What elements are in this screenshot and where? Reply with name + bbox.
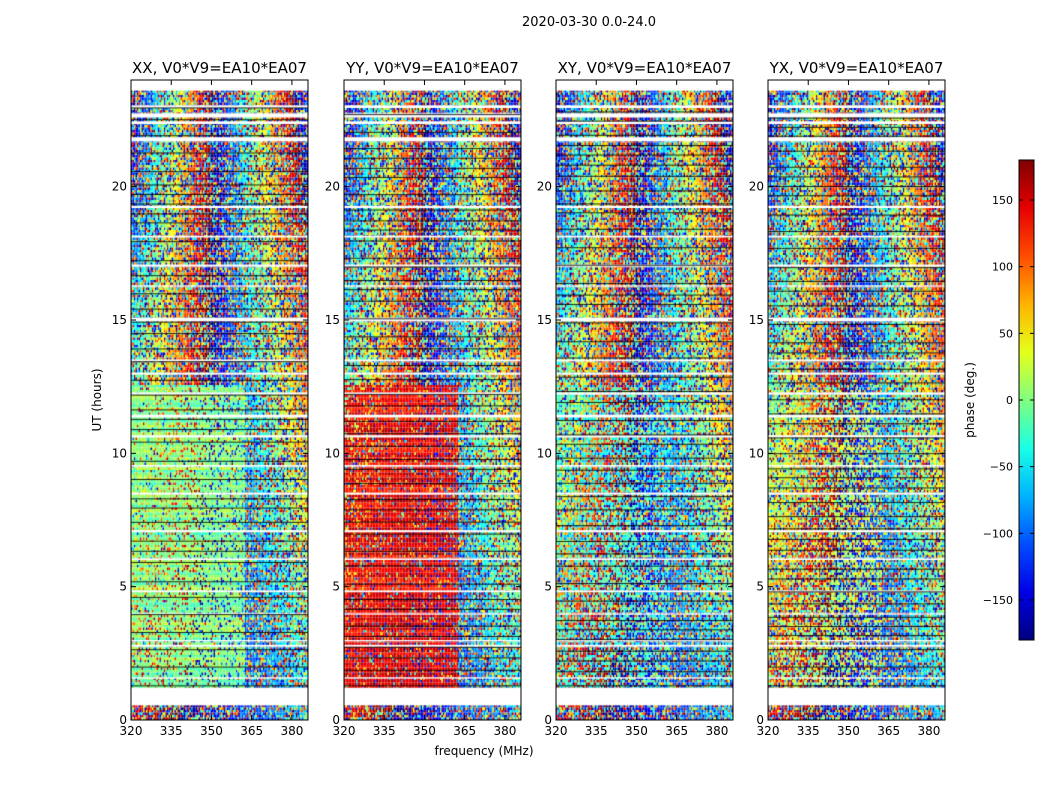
x-tick-label: 365 bbox=[453, 724, 476, 738]
panel-xy: XY, V0*V9=EA10*EA07 320 335 350 365 380 0 5 10 15… bbox=[537, 59, 734, 738]
colorbar-tick-label: 150 bbox=[992, 194, 1013, 207]
x-tick-label: 380 bbox=[493, 724, 516, 738]
panel-title: YX, V0*V9=EA10*EA07 bbox=[769, 59, 944, 77]
y-tick-label: 0 bbox=[119, 713, 127, 727]
y-tick-label: 5 bbox=[119, 580, 127, 594]
colorbar-label: phase (deg.) bbox=[963, 362, 977, 438]
colorbar-tick-label: −100 bbox=[983, 527, 1013, 540]
phase-heatmap bbox=[768, 80, 945, 720]
x-axis-label: frequency (MHz) bbox=[434, 744, 533, 758]
colorbar-tick-label: 100 bbox=[992, 261, 1013, 274]
y-axis-label: UT (hours) bbox=[90, 368, 104, 431]
x-tick-label: 320 bbox=[545, 724, 568, 738]
y-tick-label: 20 bbox=[749, 180, 764, 194]
panel-yx: YX, V0*V9=EA10*EA07 320 335 350 365 380 0 5 10 15… bbox=[749, 59, 946, 738]
x-tick-label: 320 bbox=[757, 724, 780, 738]
panel-title: XX, V0*V9=EA10*EA07 bbox=[132, 59, 307, 77]
x-tick-label: 350 bbox=[837, 724, 860, 738]
y-tick-label: 15 bbox=[537, 313, 552, 327]
y-tick-label: 0 bbox=[332, 713, 340, 727]
y-tick-label: 5 bbox=[544, 580, 552, 594]
figure-title: 2020-03-30 0.0-24.0 bbox=[522, 15, 656, 30]
panels: XX, V0*V9=EA10*EA07 320 335 350 365 380 0 5 10 15… bbox=[112, 59, 946, 738]
x-tick-label: 350 bbox=[200, 724, 223, 738]
x-tick-label: 350 bbox=[625, 724, 648, 738]
colorbar-tick-label: −50 bbox=[990, 461, 1013, 474]
x-tick-label: 350 bbox=[413, 724, 436, 738]
phase-heatmap bbox=[556, 80, 733, 720]
x-tick-label: 380 bbox=[280, 724, 303, 738]
x-tick-label: 335 bbox=[797, 724, 820, 738]
x-tick-label: 365 bbox=[665, 724, 688, 738]
colorbar-tick-label: −150 bbox=[983, 594, 1013, 607]
x-tick-label: 320 bbox=[120, 724, 143, 738]
colorbar-tick-label: 50 bbox=[999, 327, 1013, 340]
y-tick-label: 20 bbox=[325, 180, 340, 194]
axes-frame bbox=[343, 79, 522, 721]
panel-title: YY, V0*V9=EA10*EA07 bbox=[345, 59, 519, 77]
y-tick-label: 5 bbox=[756, 580, 764, 594]
y-tick-label: 0 bbox=[756, 713, 764, 727]
x-tick-label: 335 bbox=[160, 724, 183, 738]
x-tick-label: 335 bbox=[373, 724, 396, 738]
y-tick-label: 15 bbox=[325, 313, 340, 327]
colorbar-tick-label: 0 bbox=[1006, 394, 1013, 407]
y-tick-label: 10 bbox=[325, 446, 340, 460]
y-tick-label: 10 bbox=[537, 446, 552, 460]
panel-title: XY, V0*V9=EA10*EA07 bbox=[558, 59, 732, 77]
x-tick-label: 365 bbox=[877, 724, 900, 738]
x-tick-label: 380 bbox=[917, 724, 940, 738]
phase-heatmap bbox=[344, 80, 521, 720]
x-tick-label: 365 bbox=[240, 724, 263, 738]
y-tick-label: 20 bbox=[112, 180, 127, 194]
y-tick-label: 0 bbox=[544, 713, 552, 727]
y-tick-label: 5 bbox=[332, 580, 340, 594]
phase-heatmap bbox=[131, 80, 308, 720]
x-tick-label: 380 bbox=[705, 724, 728, 738]
axes-frame bbox=[555, 79, 734, 721]
y-tick-label: 15 bbox=[112, 313, 127, 327]
panel-xx: XX, V0*V9=EA10*EA07 320 335 350 365 380 0 5 10 15… bbox=[112, 59, 309, 738]
y-tick-label: 10 bbox=[749, 446, 764, 460]
axes-frame bbox=[130, 79, 309, 721]
y-tick-label: 20 bbox=[537, 180, 552, 194]
colorbar: 150 100 50 0 −50 −100 −150 bbox=[983, 159, 1035, 641]
y-tick-label: 15 bbox=[749, 313, 764, 327]
panel-yy: YY, V0*V9=EA10*EA07 320 335 350 365 380 0 5 10 15… bbox=[325, 59, 522, 738]
axes-frame bbox=[767, 79, 946, 721]
x-tick-label: 320 bbox=[333, 724, 356, 738]
x-tick-label: 335 bbox=[585, 724, 608, 738]
y-tick-label: 10 bbox=[112, 446, 127, 460]
